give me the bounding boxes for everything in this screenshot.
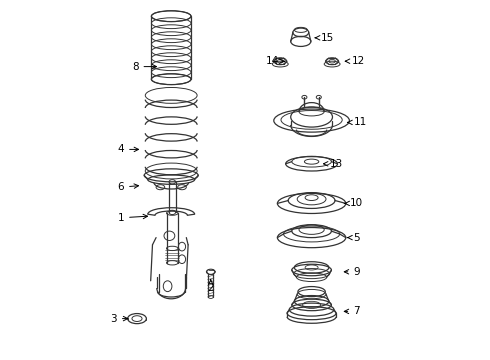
Text: 7: 7 — [344, 306, 360, 316]
Text: 8: 8 — [132, 62, 156, 72]
Text: 9: 9 — [344, 267, 360, 277]
Text: 1: 1 — [118, 213, 147, 223]
Text: 6: 6 — [118, 182, 139, 192]
Text: 10: 10 — [344, 198, 363, 208]
Text: 13: 13 — [323, 159, 343, 169]
Text: 5: 5 — [347, 233, 360, 243]
Text: 14: 14 — [266, 56, 284, 66]
Text: 4: 4 — [118, 144, 139, 154]
Text: 15: 15 — [315, 33, 335, 43]
Text: 12: 12 — [345, 56, 365, 66]
Text: 2: 2 — [207, 280, 214, 293]
Text: 11: 11 — [348, 117, 367, 127]
Text: 3: 3 — [110, 314, 128, 324]
